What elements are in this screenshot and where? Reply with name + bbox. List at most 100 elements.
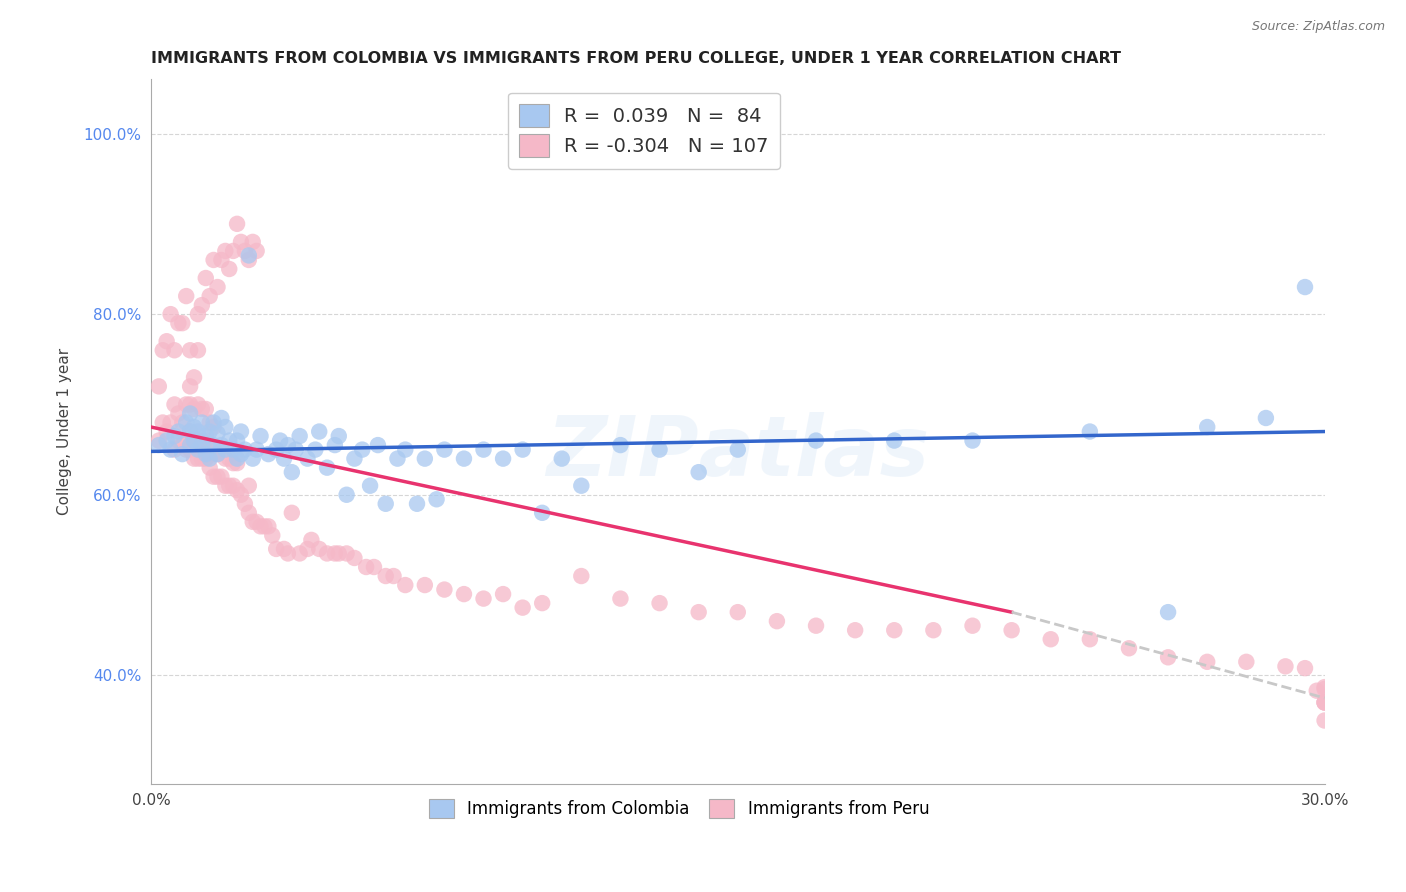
Point <box>413 578 436 592</box>
Point <box>214 442 236 457</box>
Point <box>297 451 319 466</box>
Point <box>433 442 456 457</box>
Point <box>179 343 201 358</box>
Point <box>253 519 276 533</box>
Point <box>229 235 252 249</box>
Point <box>343 451 366 466</box>
Point <box>174 289 197 303</box>
Point <box>609 438 631 452</box>
Point <box>229 425 252 439</box>
Point <box>209 444 232 458</box>
Point <box>179 442 201 457</box>
Point <box>238 252 260 267</box>
Point <box>209 438 232 452</box>
Point <box>226 483 249 498</box>
Point <box>167 434 190 448</box>
Point <box>1313 681 1336 696</box>
Point <box>163 343 186 358</box>
Point <box>413 451 436 466</box>
Point <box>269 434 291 448</box>
Point <box>472 591 495 606</box>
Point <box>218 479 240 493</box>
Point <box>512 442 534 457</box>
Point <box>198 425 221 439</box>
Point <box>551 451 574 466</box>
Point <box>159 307 181 321</box>
Point <box>238 248 260 262</box>
Point <box>209 411 232 425</box>
Point <box>299 533 322 547</box>
Point <box>198 416 221 430</box>
Point <box>394 442 416 457</box>
Point <box>222 456 245 470</box>
Legend: Immigrants from Colombia, Immigrants from Peru: Immigrants from Colombia, Immigrants fro… <box>422 792 936 825</box>
Point <box>207 426 229 441</box>
Point <box>727 442 749 457</box>
Point <box>207 469 229 483</box>
Point <box>962 618 984 632</box>
Point <box>257 519 280 533</box>
Point <box>359 479 381 493</box>
Point <box>183 401 205 416</box>
Point <box>406 497 429 511</box>
Point <box>226 451 249 466</box>
Point <box>297 541 319 556</box>
Point <box>336 546 359 560</box>
Point <box>1001 624 1024 638</box>
Point <box>148 434 170 448</box>
Point <box>1294 280 1316 294</box>
Point <box>363 560 385 574</box>
Point <box>187 307 209 321</box>
Point <box>249 429 271 443</box>
Point <box>1313 696 1336 710</box>
Point <box>209 469 232 483</box>
Point <box>1313 696 1336 710</box>
Point <box>202 438 225 452</box>
Point <box>304 442 326 457</box>
Point <box>387 451 409 466</box>
Point <box>512 600 534 615</box>
Point <box>152 343 174 358</box>
Point <box>492 587 515 601</box>
Point <box>1254 411 1277 425</box>
Point <box>198 289 221 303</box>
Point <box>156 434 179 448</box>
Text: IMMIGRANTS FROM COLOMBIA VS IMMIGRANTS FROM PERU COLLEGE, UNDER 1 YEAR CORRELATI: IMMIGRANTS FROM COLOMBIA VS IMMIGRANTS F… <box>150 51 1121 66</box>
Point <box>242 515 264 529</box>
Point <box>262 528 284 542</box>
Point <box>163 442 186 457</box>
Point <box>453 451 475 466</box>
Point <box>1234 655 1257 669</box>
Point <box>249 519 271 533</box>
Point <box>354 560 377 574</box>
Point <box>242 235 264 249</box>
Point <box>172 438 194 452</box>
Text: Source: ZipAtlas.com: Source: ZipAtlas.com <box>1251 20 1385 33</box>
Point <box>1078 632 1101 647</box>
Point <box>328 429 350 443</box>
Point <box>152 416 174 430</box>
Point <box>264 442 287 457</box>
Point <box>374 569 396 583</box>
Point <box>191 416 214 430</box>
Point <box>167 316 190 330</box>
Point <box>323 546 346 560</box>
Point <box>179 379 201 393</box>
Point <box>609 591 631 606</box>
Point <box>233 497 256 511</box>
Point <box>1157 650 1180 665</box>
Point <box>198 438 221 452</box>
Point <box>281 506 304 520</box>
Point <box>922 624 945 638</box>
Point <box>198 451 221 466</box>
Point <box>426 492 449 507</box>
Point <box>1306 683 1329 698</box>
Point <box>883 624 905 638</box>
Point <box>198 460 221 475</box>
Point <box>194 429 217 443</box>
Point <box>179 425 201 439</box>
Point <box>183 434 205 448</box>
Point <box>284 442 307 457</box>
Point <box>202 420 225 434</box>
Point <box>191 438 214 452</box>
